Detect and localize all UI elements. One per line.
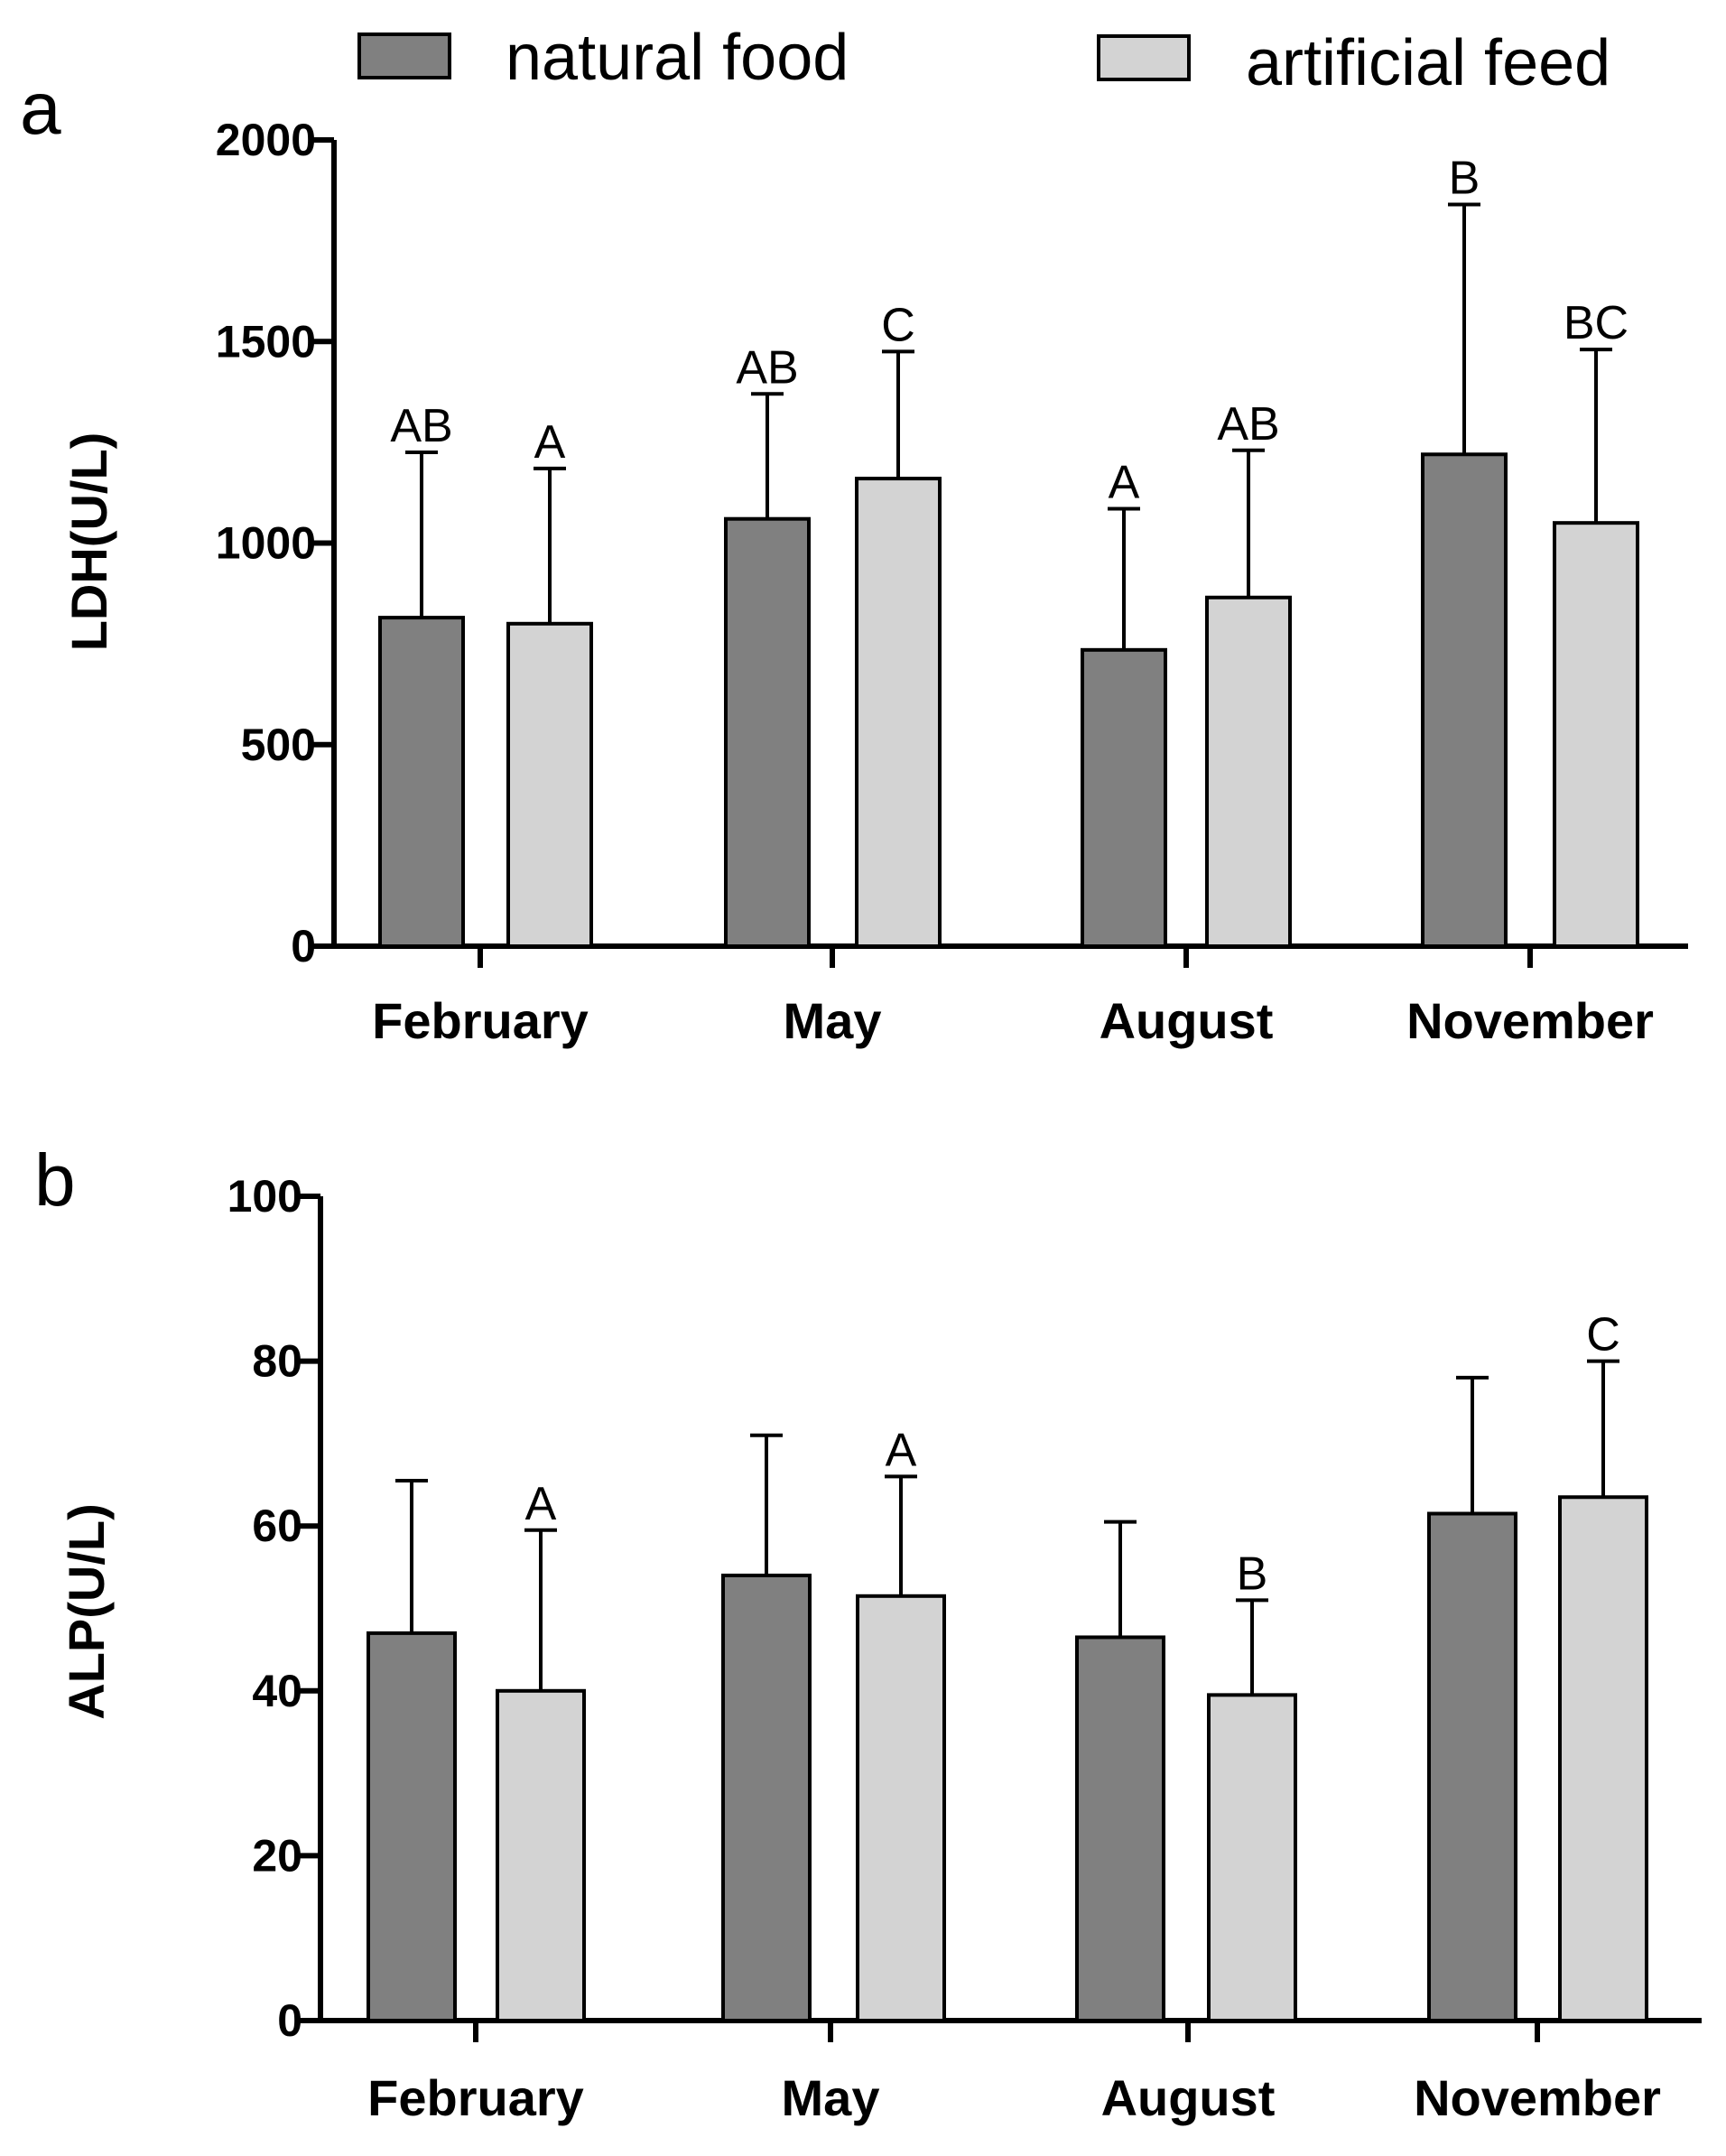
bar (378, 616, 465, 948)
y-tick-label: 0 (291, 921, 316, 971)
x-tick-label: August (1100, 992, 1274, 1049)
y-tick-label: 80 (252, 1336, 302, 1387)
panel-label-a: a (20, 68, 61, 150)
bar (724, 516, 811, 949)
x-tick-label: February (367, 2069, 584, 2126)
y-axis-label: ALP(U/L) (58, 1503, 115, 1720)
bar (721, 1573, 812, 2022)
y-tick-label: 20 (252, 1830, 302, 1881)
y-tick-label: 1500 (216, 316, 316, 367)
significance-label: B (1237, 1547, 1268, 1600)
y-tick-label: 100 (227, 1171, 302, 1222)
legend: natural food artificial feed (357, 22, 1610, 99)
significance-label: B (1449, 152, 1480, 204)
significance-label: AB (736, 341, 798, 394)
y-tick-label: 1000 (216, 518, 316, 569)
y-tick-label: 40 (252, 1666, 302, 1716)
significance-label: BC (1564, 297, 1629, 349)
significance-label: AB (390, 400, 452, 452)
bar (1427, 1511, 1517, 2022)
bar (1553, 521, 1639, 948)
significance-label: A (886, 1424, 917, 1476)
y-axis-label: LDH(U/L) (60, 432, 117, 652)
panel-label-b: b (34, 1139, 76, 1222)
significance-label: A (525, 1478, 557, 1530)
x-tick-label: November (1414, 2069, 1661, 2126)
bar (1081, 647, 1167, 948)
y-tick-label: 2000 (216, 115, 316, 165)
bar (1421, 452, 1508, 948)
bar (506, 621, 593, 948)
significance-label: AB (1217, 398, 1279, 451)
y-tick-label: 500 (241, 720, 316, 770)
legend-swatch-natural-food (357, 33, 451, 79)
x-tick-label: February (372, 992, 589, 1049)
significance-label: C (881, 299, 915, 351)
x-tick-label: November (1406, 992, 1654, 1049)
bar (856, 1594, 946, 2023)
legend-label-natural-food: natural food (506, 22, 849, 94)
x-tick-label: May (782, 2069, 880, 2126)
bar (1558, 1495, 1648, 2022)
panel-a: 0 500 1000 1500 2000 LDH(U/L) February May Augus… (60, 115, 1688, 1049)
y-tick-label: 60 (252, 1501, 302, 1551)
significance-label: C (1586, 1309, 1620, 1361)
bar (367, 1631, 457, 2022)
bar (855, 477, 942, 948)
x-tick-label: August (1101, 2069, 1276, 2126)
panel-b: 0 20 40 60 80 100 ALP(U/L) February May August Nov… (58, 1171, 1702, 2126)
y-tick-label: 0 (277, 1995, 302, 2046)
significance-label: A (534, 416, 566, 469)
legend-swatch-artificial-feed (1097, 34, 1191, 81)
bar (1207, 1693, 1297, 2022)
bar (1205, 595, 1292, 949)
x-tick-label: May (784, 992, 882, 1049)
significance-label: A (1109, 457, 1140, 509)
bar (1075, 1635, 1165, 2022)
bar (496, 1688, 586, 2023)
legend-label-artificial-feed: artificial feed (1246, 27, 1610, 99)
